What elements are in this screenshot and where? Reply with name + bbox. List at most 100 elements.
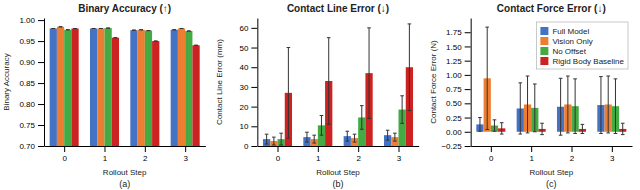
panel: 01020304050600123Contact Line Error (↓)R…	[215, 3, 419, 189]
tick-mark	[38, 146, 44, 147]
tick: 2	[356, 146, 361, 163]
tick-mark	[38, 20, 44, 21]
tick: 2	[143, 146, 148, 163]
plot-area	[50, 27, 200, 146]
legend-swatch	[540, 27, 548, 35]
tick-label: 2	[143, 154, 148, 163]
legend-box	[536, 22, 628, 69]
error-bar	[485, 27, 489, 129]
tick: 30	[239, 83, 257, 92]
tick: 50	[239, 44, 257, 53]
tick: 0.00	[446, 128, 471, 137]
tick-mark	[278, 146, 279, 152]
error-bar	[581, 124, 585, 133]
tick-label: 3	[183, 154, 188, 163]
figure: 0.70 0.75 0.80 0.85 0.90 0.95 1.00 0123 Binary A…	[0, 0, 640, 190]
axis-line	[258, 146, 419, 147]
tick: 1.75	[446, 28, 471, 37]
error-bar	[393, 133, 397, 141]
tick: 0.75	[446, 85, 471, 94]
bar	[71, 28, 78, 146]
legend: Full ModelVision OnlyNo OffsetRigid Body…	[536, 22, 628, 69]
error-bar	[367, 28, 371, 119]
error-bar	[265, 134, 269, 144]
error-bar	[559, 78, 563, 135]
tick: 3	[397, 146, 402, 163]
annotation: (c)	[546, 179, 557, 189]
tick-mark	[465, 118, 471, 119]
panel: −0.250.000.250.500.751.001.251.501.75012…	[429, 3, 633, 189]
tick-mark	[465, 132, 471, 133]
error-bar	[305, 132, 309, 142]
tick-mark	[251, 126, 257, 127]
tick-label: 1.25	[446, 57, 462, 66]
error-bar	[51, 28, 55, 29]
tick-label: 0.85	[19, 79, 35, 88]
tick: 0.95	[19, 37, 44, 46]
tick: 0.25	[446, 114, 471, 123]
tick-mark	[465, 75, 471, 76]
tick: 0.90	[19, 58, 44, 67]
x-axis: 0123	[45, 146, 206, 163]
error-bar	[180, 28, 184, 29]
error-bar	[154, 41, 158, 42]
tick-mark	[38, 125, 44, 126]
axis-line	[471, 146, 632, 147]
tick-label: 1.00	[19, 16, 35, 25]
x-axis-label: Rollout Step	[316, 168, 360, 177]
tick: 0	[244, 142, 257, 151]
error-bar	[614, 79, 618, 134]
error-bar	[327, 38, 331, 125]
tick: 0	[276, 146, 281, 163]
tick-mark	[465, 46, 471, 47]
tick: 40	[239, 63, 257, 72]
error-bar	[386, 130, 390, 140]
error-bar	[66, 29, 70, 30]
tick-label: 2	[356, 154, 361, 163]
title: Binary Accuracy (↑)	[78, 3, 171, 14]
tick-mark	[318, 146, 319, 152]
tick-label: 0	[244, 142, 249, 151]
error-bar	[92, 28, 96, 29]
tick-mark	[38, 62, 44, 63]
legend-item: Rigid Body Baseline	[540, 57, 624, 66]
tick: 1.25	[446, 57, 471, 66]
tick-label: 0	[276, 154, 281, 163]
tick: 20	[239, 103, 257, 112]
error-bar	[59, 26, 63, 27]
axis-line	[257, 19, 258, 147]
x-axis: 0123	[471, 146, 632, 163]
tick-label: 0.70	[19, 142, 35, 151]
tick: 0	[62, 146, 67, 163]
tick: 0.80	[19, 100, 44, 109]
tick-mark	[399, 146, 400, 152]
axis-line	[471, 19, 472, 147]
tick-mark	[185, 146, 186, 152]
tick-mark	[251, 48, 257, 49]
panel: 0.700.750.800.850.900.951.000123Binary A…	[2, 3, 206, 190]
error-bar	[139, 29, 143, 30]
tick-label: 0.25	[446, 114, 462, 123]
error-bar	[106, 28, 110, 29]
bar	[64, 30, 71, 146]
tick-mark	[465, 61, 471, 62]
tick-mark	[465, 146, 471, 147]
axis-line	[45, 146, 206, 147]
legend-label: Rigid Body Baseline	[552, 57, 624, 66]
tick-label: 0	[489, 154, 494, 163]
error-bar	[172, 29, 176, 30]
y-axis-label: Contact Line Error (mm)	[215, 39, 224, 125]
error-bar	[540, 123, 544, 134]
tick-mark	[572, 146, 573, 152]
y-axis: 0102030405060	[239, 19, 257, 152]
tick: 60	[239, 24, 257, 33]
error-bar	[478, 118, 482, 132]
tick-mark	[251, 107, 257, 108]
axis-line	[44, 19, 45, 147]
legend-swatch	[540, 57, 548, 65]
tick-label: 0.80	[19, 100, 35, 109]
x-axis-label: Rollout Step	[530, 168, 574, 177]
error-bar	[272, 137, 276, 145]
legend-item: Vision Only	[540, 37, 592, 46]
legend-label: Vision Only	[552, 37, 592, 46]
